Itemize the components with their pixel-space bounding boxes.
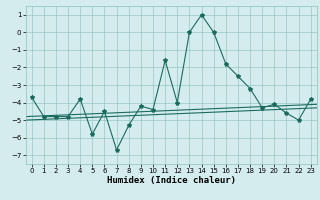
X-axis label: Humidex (Indice chaleur): Humidex (Indice chaleur)	[107, 176, 236, 185]
